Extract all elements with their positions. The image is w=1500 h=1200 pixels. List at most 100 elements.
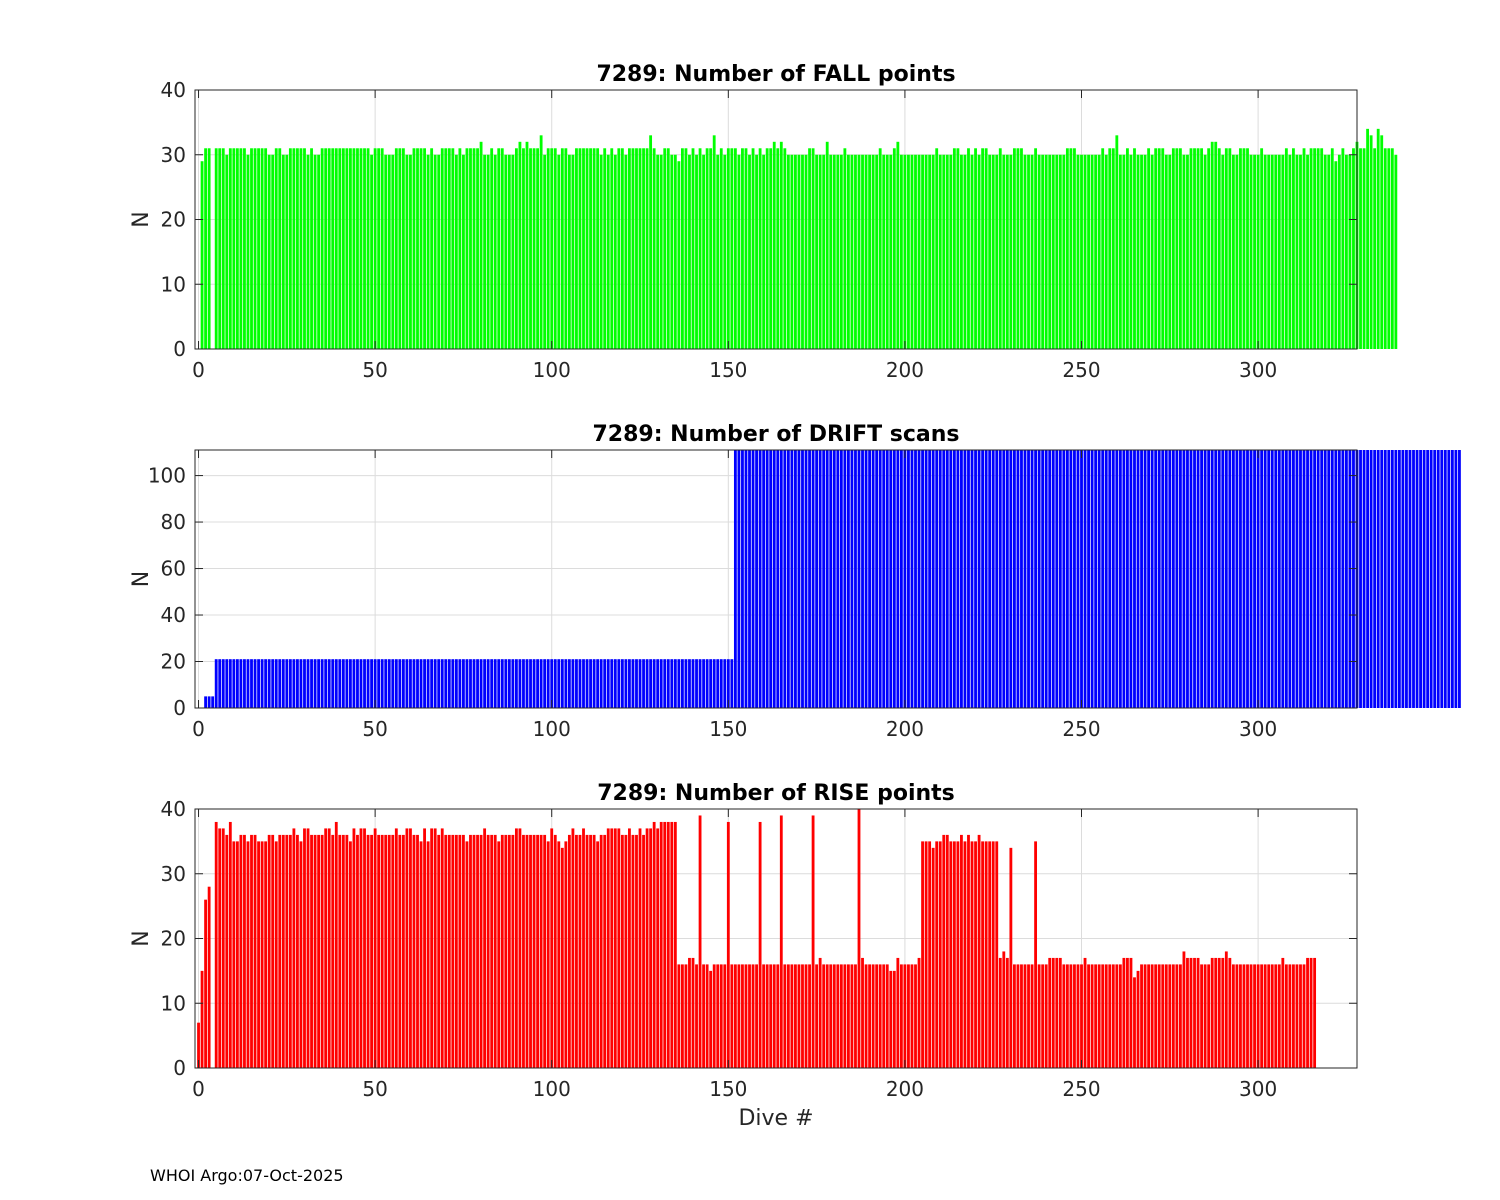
bar [260, 841, 264, 1068]
bar [818, 450, 822, 708]
bar [454, 834, 458, 1068]
bar [1055, 450, 1059, 708]
bar [688, 154, 691, 349]
bar [303, 828, 306, 1068]
bar [1249, 154, 1253, 349]
bar [1288, 964, 1292, 1068]
bar [1320, 450, 1324, 708]
bar [1359, 450, 1362, 708]
bar [885, 154, 889, 349]
bar [981, 450, 985, 708]
bar [1277, 450, 1281, 708]
bar [928, 841, 932, 1068]
bar [1009, 154, 1013, 349]
bar [405, 154, 409, 349]
bar [409, 828, 412, 1068]
bar [804, 154, 808, 349]
bar [613, 828, 617, 1068]
bar [702, 964, 706, 1068]
bar [854, 154, 857, 349]
x-tick-label: 200 [886, 358, 924, 382]
bar [1253, 964, 1256, 1068]
bar [1044, 450, 1048, 708]
bar [730, 659, 734, 708]
y-tick-label: 0 [173, 337, 186, 361]
bar [723, 964, 727, 1068]
bar [589, 659, 592, 708]
bar [1200, 148, 1204, 349]
bar [716, 964, 720, 1068]
bar [317, 659, 321, 708]
bar [1334, 161, 1338, 349]
bar [1186, 450, 1189, 708]
bar [628, 148, 631, 349]
bar [606, 828, 610, 1068]
bar [486, 659, 490, 708]
bar [1221, 154, 1225, 349]
bar [779, 450, 783, 708]
bar [546, 148, 550, 349]
bar [401, 659, 405, 708]
bar [709, 148, 713, 349]
bar [1058, 154, 1062, 349]
bar [620, 148, 624, 349]
bar [334, 821, 338, 1068]
bar [458, 148, 462, 349]
bar [1189, 450, 1193, 708]
bar-series [200, 128, 1398, 349]
bar [1055, 154, 1059, 349]
bar [666, 659, 670, 708]
bar [1009, 847, 1013, 1068]
bar [433, 828, 437, 1068]
bar [673, 154, 677, 349]
bar [1239, 450, 1242, 708]
bar [1023, 154, 1027, 349]
bar [401, 148, 405, 349]
bar [458, 834, 462, 1068]
bar [776, 148, 780, 349]
bar [313, 834, 317, 1068]
bar [557, 841, 561, 1068]
bar [1288, 154, 1292, 349]
bar [532, 148, 536, 349]
bar [412, 659, 416, 708]
bar [356, 148, 359, 349]
bar [1203, 154, 1207, 349]
x-tick-label: 250 [1062, 358, 1100, 382]
bar [956, 450, 960, 708]
bar [454, 154, 458, 349]
bar [1267, 154, 1271, 349]
bar [1161, 964, 1165, 1068]
bar [896, 141, 900, 349]
bar [1344, 450, 1348, 708]
bar [748, 964, 751, 1068]
bar [352, 659, 356, 708]
bar [504, 834, 508, 1068]
bar [1182, 450, 1186, 708]
bar [716, 659, 720, 708]
bar [1302, 148, 1306, 349]
bar [479, 141, 483, 349]
bar [691, 659, 695, 708]
bar [341, 834, 345, 1068]
bar [221, 659, 225, 708]
bar [380, 148, 384, 349]
bar [1058, 450, 1062, 708]
bar [1175, 450, 1179, 708]
bar [924, 154, 928, 349]
bar [567, 659, 571, 708]
bar [211, 696, 215, 708]
bar [613, 659, 617, 708]
bar [751, 964, 755, 1068]
bar [1200, 450, 1204, 708]
bar [741, 148, 744, 349]
bar [1210, 450, 1214, 708]
bar [825, 964, 829, 1068]
bar [649, 135, 653, 349]
bar [225, 659, 229, 708]
bar [931, 847, 935, 1068]
bar [769, 964, 773, 1068]
bar [635, 659, 638, 708]
bar [1295, 154, 1299, 349]
bar [935, 148, 939, 349]
